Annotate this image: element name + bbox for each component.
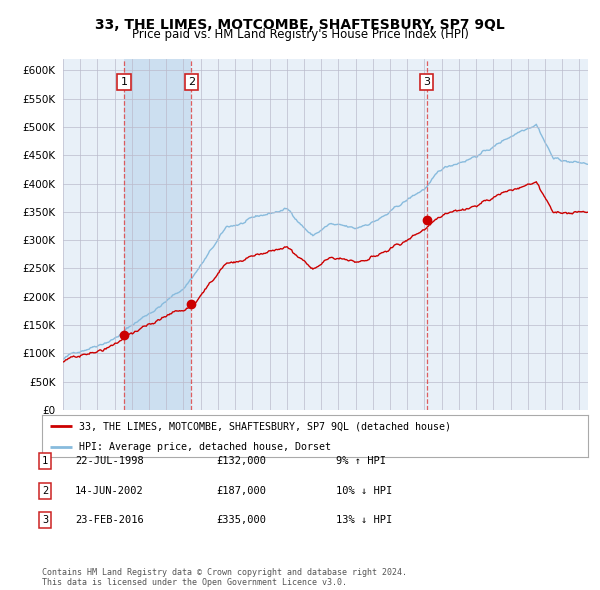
Text: 1: 1	[42, 457, 48, 466]
Text: 23-FEB-2016: 23-FEB-2016	[75, 516, 144, 525]
Text: £187,000: £187,000	[216, 486, 266, 496]
Text: 9% ↑ HPI: 9% ↑ HPI	[336, 457, 386, 466]
Text: Price paid vs. HM Land Registry's House Price Index (HPI): Price paid vs. HM Land Registry's House …	[131, 28, 469, 41]
Text: 2: 2	[188, 77, 195, 87]
Text: 22-JUL-1998: 22-JUL-1998	[75, 457, 144, 466]
Text: HPI: Average price, detached house, Dorset: HPI: Average price, detached house, Dors…	[79, 442, 331, 451]
Text: 3: 3	[424, 77, 430, 87]
Text: 33, THE LIMES, MOTCOMBE, SHAFTESBURY, SP7 9QL (detached house): 33, THE LIMES, MOTCOMBE, SHAFTESBURY, SP…	[79, 421, 451, 431]
Text: 14-JUN-2002: 14-JUN-2002	[75, 486, 144, 496]
Bar	[124, 59, 191, 410]
Text: £335,000: £335,000	[216, 516, 266, 525]
Text: Contains HM Land Registry data © Crown copyright and database right 2024.
This d: Contains HM Land Registry data © Crown c…	[42, 568, 407, 587]
Text: £132,000: £132,000	[216, 457, 266, 466]
Text: 2: 2	[42, 486, 48, 496]
Text: 13% ↓ HPI: 13% ↓ HPI	[336, 516, 392, 525]
Text: 1: 1	[121, 77, 128, 87]
Text: 33, THE LIMES, MOTCOMBE, SHAFTESBURY, SP7 9QL: 33, THE LIMES, MOTCOMBE, SHAFTESBURY, SP…	[95, 18, 505, 32]
Text: 10% ↓ HPI: 10% ↓ HPI	[336, 486, 392, 496]
Text: 3: 3	[42, 516, 48, 525]
